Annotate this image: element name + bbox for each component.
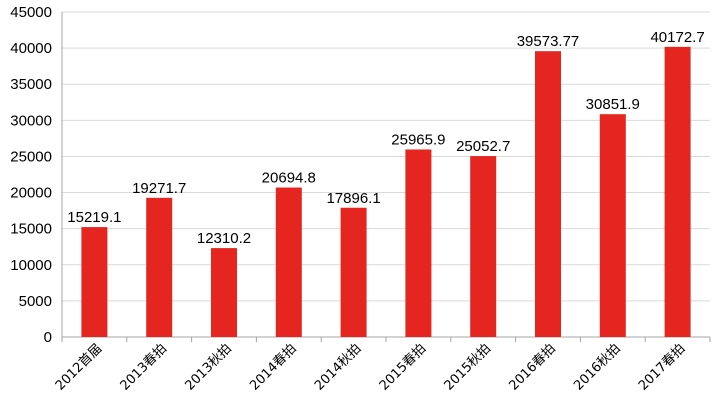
x-axis-category-labels: 2012首届 2013春拍 2013秋拍 2014春拍 2014秋拍 2015春拍 2015… <box>53 341 689 393</box>
x-category-label: 2015秋拍 <box>442 341 494 393</box>
y-tick-label: 15000 <box>10 221 52 238</box>
bar-value-label: 20694.8 <box>262 170 316 187</box>
bar <box>599 114 626 337</box>
bar-value-label: 39573.77 <box>517 33 580 50</box>
x-category-label: 2013秋拍 <box>182 341 234 393</box>
y-tick-label: 40000 <box>10 40 52 57</box>
bar <box>275 187 302 337</box>
x-category-label: 2013春拍 <box>118 341 170 393</box>
y-tick-label: 20000 <box>10 185 52 202</box>
bar <box>146 197 173 337</box>
bar-value-label: 12310.2 <box>197 230 251 247</box>
bar-value-label: 40172.7 <box>650 29 704 46</box>
x-category-label: 2017春拍 <box>636 341 688 393</box>
bar <box>664 46 691 338</box>
bar-value-label: 25052.7 <box>456 138 510 155</box>
x-category-label: 2014秋拍 <box>312 341 364 393</box>
y-tick-label: 25000 <box>10 148 52 165</box>
bar-value-label: 15219.1 <box>67 209 121 226</box>
y-tick-label: 0 <box>44 329 52 346</box>
bar <box>81 227 108 337</box>
y-tick-label: 30000 <box>10 112 52 129</box>
x-category-label: 2016春拍 <box>506 341 558 393</box>
bar-value-label: 17896.1 <box>326 190 380 207</box>
bar <box>340 207 367 337</box>
bar <box>470 156 497 337</box>
x-category-label: 2015春拍 <box>377 341 429 393</box>
y-axis-tick-labels: 0 5000 10000 15000 20000 25000 30000 35000 40000… <box>10 4 52 346</box>
y-tick-label: 35000 <box>10 76 52 93</box>
bar-value-labels: 15219.1 19271.7 12310.2 20694.8 17896.1 25965… <box>67 29 704 247</box>
y-tick-label: 5000 <box>19 293 52 310</box>
bars <box>81 46 691 338</box>
y-tick-label: 10000 <box>10 257 52 274</box>
bar-value-label: 30851.9 <box>586 96 640 113</box>
bar <box>535 51 561 337</box>
x-category-label: 2016秋拍 <box>571 341 623 393</box>
x-category-label: 2012首届 <box>53 341 105 393</box>
bar-value-label: 25965.9 <box>391 131 445 148</box>
bar <box>211 248 237 337</box>
y-tick-label: 45000 <box>10 4 52 21</box>
bar <box>405 149 432 337</box>
bar-value-label: 19271.7 <box>132 180 186 197</box>
x-category-label: 2014春拍 <box>247 341 299 393</box>
